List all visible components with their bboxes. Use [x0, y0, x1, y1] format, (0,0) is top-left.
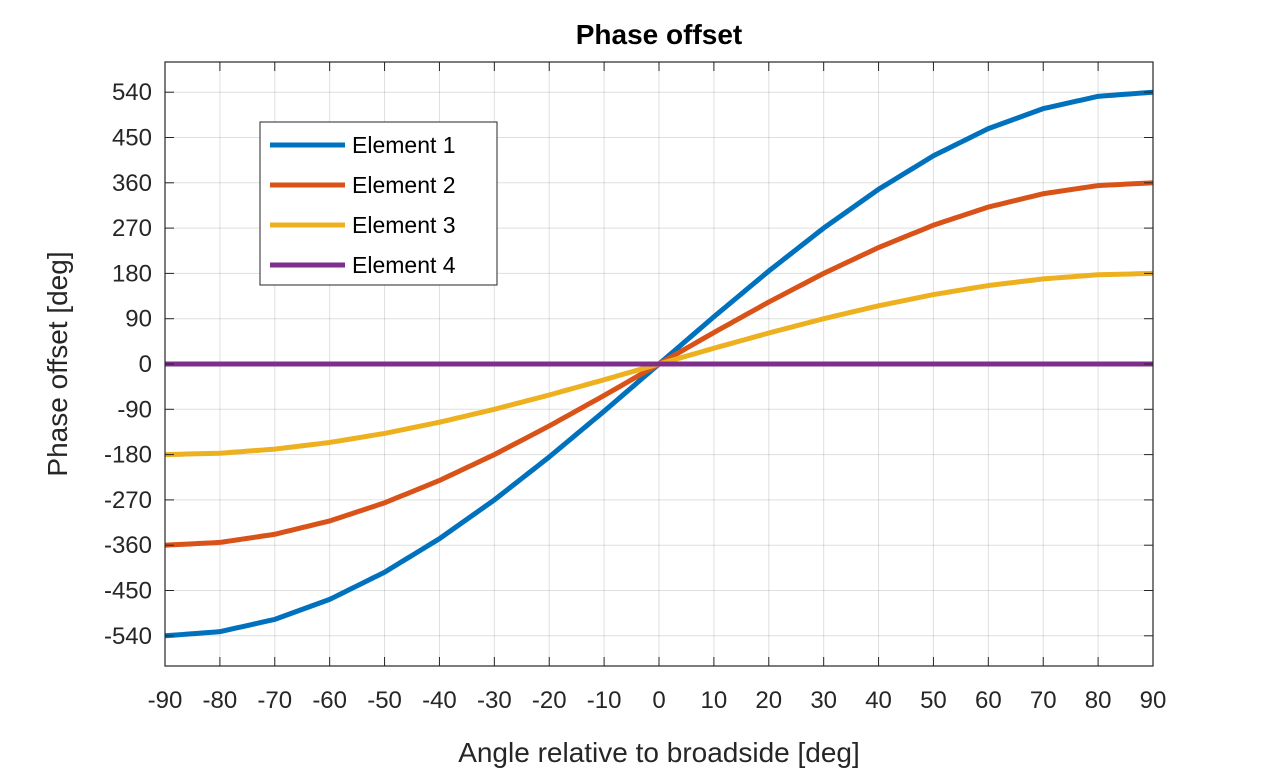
- x-tick-label: 20: [755, 687, 782, 714]
- x-tick-label: -70: [257, 687, 292, 714]
- legend-label: Element 2: [352, 172, 456, 198]
- y-tick-label: 180: [112, 260, 152, 287]
- y-tick-label: -360: [104, 532, 152, 559]
- y-tick-label: -270: [104, 487, 152, 514]
- x-tick-label: 90: [1140, 687, 1167, 714]
- x-tick-label: 50: [920, 687, 947, 714]
- x-axis-label: Angle relative to broadside [deg]: [458, 737, 860, 768]
- x-tick-label: -10: [587, 687, 622, 714]
- y-tick-label: 90: [125, 306, 152, 333]
- x-tick-label: 0: [652, 687, 665, 714]
- axis-ticks: [164, 62, 1154, 666]
- x-tick-label: -90: [148, 687, 183, 714]
- x-tick-label: -80: [203, 687, 238, 714]
- legend-label: Element 3: [352, 212, 456, 238]
- series-lines: [164, 89, 1154, 639]
- tick-labels: -90 -80 -70 -60 -50 -40 -30 -20 -10 0 10 20 30 40 50 60…: [104, 79, 1166, 714]
- legend: Element 1 Element 2 Element 3 Element 4: [259, 121, 498, 286]
- y-tick-label: 270: [112, 215, 152, 242]
- x-tick-label: 30: [810, 687, 837, 714]
- legend-label: Element 4: [352, 252, 456, 278]
- x-tick-label: -30: [477, 687, 512, 714]
- x-tick-label: 80: [1085, 687, 1112, 714]
- x-tick-label: 10: [701, 687, 728, 714]
- x-tick-label: 60: [975, 687, 1002, 714]
- y-tick-label: 450: [112, 125, 152, 152]
- x-tick-label: -20: [532, 687, 567, 714]
- chart-title: Phase offset: [576, 19, 743, 50]
- y-tick-label: 0: [139, 351, 152, 378]
- y-axis-label: Phase offset [deg]: [42, 251, 73, 476]
- y-tick-label: -450: [104, 578, 152, 605]
- legend-box: [259, 121, 498, 286]
- y-tick-label: -90: [117, 396, 152, 423]
- legend-label: Element 1: [352, 132, 456, 158]
- y-tick-label: 360: [112, 170, 152, 197]
- x-tick-label: -40: [422, 687, 457, 714]
- x-tick-label: 40: [865, 687, 892, 714]
- y-tick-label: 540: [112, 79, 152, 106]
- y-tick-label: -540: [104, 623, 152, 650]
- x-tick-label: 70: [1030, 687, 1057, 714]
- y-tick-label: -180: [104, 442, 152, 469]
- x-tick-label: -60: [312, 687, 347, 714]
- x-tick-label: -50: [367, 687, 402, 714]
